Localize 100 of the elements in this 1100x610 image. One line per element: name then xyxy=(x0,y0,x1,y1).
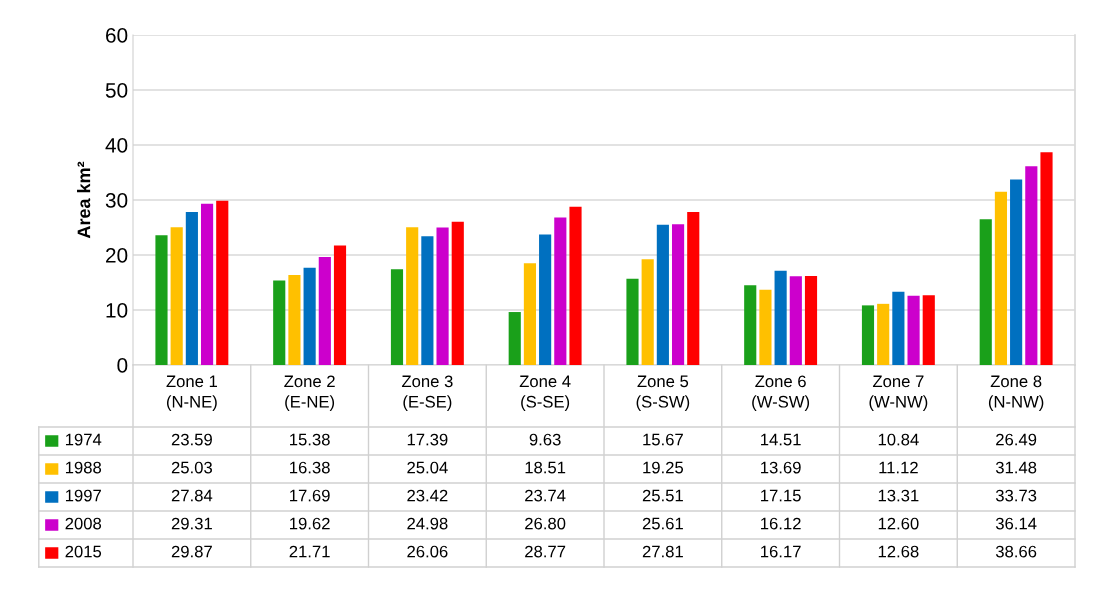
data-label: 12.68 xyxy=(878,545,919,558)
bar xyxy=(523,263,537,365)
data-label: 23.59 xyxy=(171,433,212,446)
bar xyxy=(451,221,464,365)
bar xyxy=(1010,179,1023,365)
y-tick-label: 40 xyxy=(105,138,128,153)
bar xyxy=(994,191,1008,365)
data-label: 9.63 xyxy=(529,433,561,446)
bar xyxy=(406,227,419,365)
bar xyxy=(641,259,654,365)
data-label: 11.12 xyxy=(879,461,918,474)
data-label: 13.69 xyxy=(761,461,801,474)
data-label: 31.48 xyxy=(995,461,1037,474)
bar xyxy=(569,206,582,365)
y-tick-label: 0 xyxy=(117,358,128,373)
bar xyxy=(155,235,168,365)
bar xyxy=(170,227,183,365)
legend-label: 2008 xyxy=(65,517,102,530)
bar xyxy=(907,295,920,365)
bar xyxy=(333,245,347,365)
bar xyxy=(789,276,802,365)
bar xyxy=(774,270,787,365)
data-label: 14.51 xyxy=(761,433,801,446)
x-tick-label: Zone 1 (N-NE) xyxy=(166,375,218,411)
x-tick-label: Zone 8 (N-NW) xyxy=(988,375,1044,411)
y-tick-label: 10 xyxy=(106,303,128,318)
data-label: 27.84 xyxy=(171,489,213,502)
x-tick-label: Zone 4 (S-SE) xyxy=(519,375,571,411)
bar xyxy=(216,200,229,365)
bar xyxy=(288,274,301,365)
data-label: 17.15 xyxy=(761,489,801,502)
data-label: 18.51 xyxy=(525,461,566,474)
data-label: 29.87 xyxy=(171,545,212,558)
bar xyxy=(318,257,331,365)
data-label: 10.84 xyxy=(878,433,919,446)
bar xyxy=(1025,166,1038,365)
data-label: 36.14 xyxy=(995,517,1037,530)
bar xyxy=(508,312,521,365)
data-label: 19.62 xyxy=(290,517,330,530)
x-tick-label: Zone 3 (E-SE) xyxy=(401,375,453,411)
legend-label: 1988 xyxy=(65,461,102,474)
data-label: 17.39 xyxy=(407,433,448,446)
data-label: 19.25 xyxy=(643,461,684,474)
data-label: 26.49 xyxy=(996,433,1037,446)
data-label: 27.81 xyxy=(642,545,683,558)
data-label: 24.98 xyxy=(407,517,448,530)
data-label: 23.74 xyxy=(525,489,566,502)
data-label: 25.61 xyxy=(642,517,683,530)
data-label: 38.66 xyxy=(995,545,1037,558)
bar xyxy=(626,278,639,365)
bar xyxy=(892,291,905,365)
data-label: 21.71 xyxy=(289,545,330,558)
bar xyxy=(759,289,772,365)
bar xyxy=(687,212,700,365)
bar xyxy=(656,224,669,365)
bar xyxy=(421,236,434,365)
bar xyxy=(200,203,214,365)
bar xyxy=(273,280,286,365)
bar xyxy=(877,303,890,365)
data-label: 26.06 xyxy=(407,545,448,558)
bar xyxy=(390,269,404,365)
x-tick-label: Zone 7 (W-NW) xyxy=(869,375,928,411)
bar xyxy=(744,285,757,365)
data-label: 29.31 xyxy=(171,517,212,530)
y-axis-title: Area km² xyxy=(77,161,91,239)
legend-label: 1974 xyxy=(65,433,102,446)
bar xyxy=(554,217,567,365)
data-label: 16.17 xyxy=(761,545,801,558)
data-label: 33.73 xyxy=(995,489,1037,502)
data-label: 23.42 xyxy=(407,489,448,502)
bar xyxy=(804,276,818,365)
y-tick-label: 50 xyxy=(105,83,128,98)
bar xyxy=(979,219,992,365)
data-label: 17.69 xyxy=(290,489,330,502)
bar xyxy=(539,234,552,365)
bar xyxy=(671,224,685,365)
y-tick-label: 20 xyxy=(106,248,128,263)
legend-label: 1997 xyxy=(65,489,101,502)
y-tick-label: 60 xyxy=(106,28,128,43)
x-tick-label: Zone 6 (W-SW) xyxy=(752,375,810,411)
x-tick-label: Zone 2 (E-NE) xyxy=(284,375,335,411)
bar xyxy=(922,295,935,365)
data-label: 16.12 xyxy=(761,517,801,530)
x-tick-label: Zone 5 (S-SW) xyxy=(636,375,690,411)
y-tick-label: 30 xyxy=(105,193,128,208)
bar xyxy=(303,267,316,365)
legend-label: 2015 xyxy=(65,545,102,558)
data-label: 13.31 xyxy=(878,489,919,502)
bar xyxy=(185,211,198,365)
data-label: 28.77 xyxy=(525,545,566,558)
bar xyxy=(861,305,875,365)
data-label: 15.67 xyxy=(643,433,683,446)
data-label: 15.38 xyxy=(290,433,330,446)
data-label: 25.51 xyxy=(642,489,683,502)
data-label: 26.80 xyxy=(525,517,566,530)
bar xyxy=(1040,152,1053,365)
data-label: 12.60 xyxy=(878,517,919,530)
data-label: 16.38 xyxy=(290,461,330,474)
data-label: 25.04 xyxy=(407,461,448,474)
data-label: 25.03 xyxy=(171,461,212,474)
